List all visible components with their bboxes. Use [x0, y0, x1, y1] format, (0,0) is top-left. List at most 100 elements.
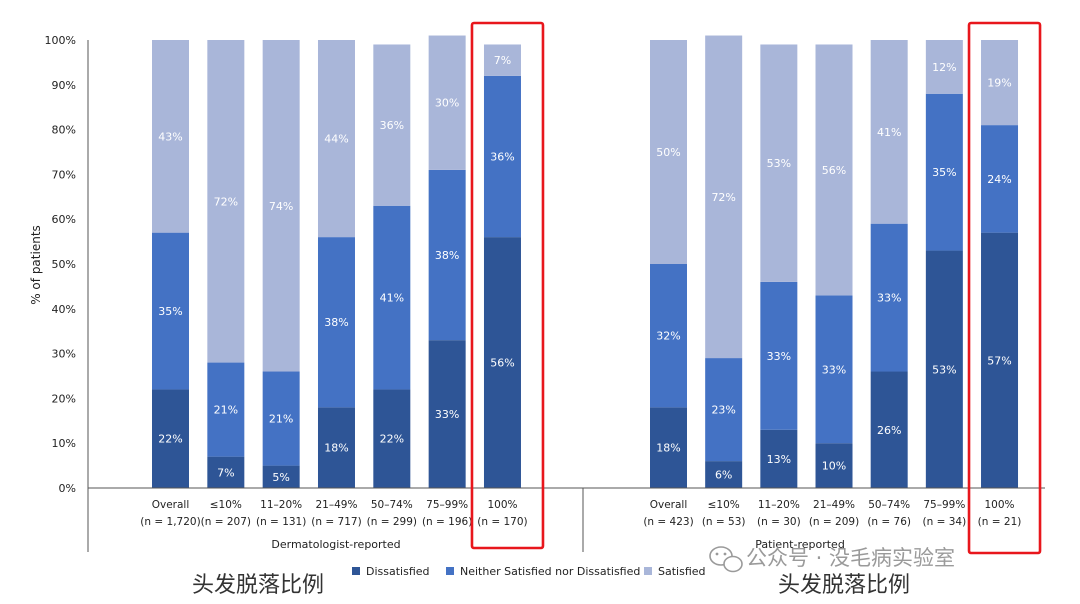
bar-data-labels: 22% 35% 43% 7% 21% 72% 5% 21% 74% 18% 38% 44% 22% 41%…	[158, 54, 1011, 484]
x-tick-label: 75–99%	[426, 499, 468, 511]
y-axis-label: % of patients	[29, 225, 43, 305]
legend-label-neither: Neither Satisfied nor Dissatisfied	[460, 565, 640, 578]
y-tick-label: 70%	[52, 168, 76, 181]
bar-segment	[705, 358, 743, 462]
x-tick-sublabel: (n = 196)	[422, 516, 472, 528]
x-tick-label: 11–20%	[758, 499, 800, 511]
bar-segment	[981, 232, 1019, 488]
x-tick-label: Overall	[152, 499, 190, 511]
x-tick-label: 75–99%	[923, 499, 965, 511]
bar-segment	[152, 389, 189, 488]
bar-data-label: 72%	[711, 191, 735, 204]
y-tick-label: 50%	[52, 258, 76, 271]
bar-data-label: 41%	[380, 292, 404, 305]
bar-data-label: 53%	[767, 157, 791, 170]
y-tick-label: 10%	[52, 437, 76, 450]
bar-data-label: 33%	[435, 408, 459, 421]
bar-data-label: 53%	[932, 363, 956, 376]
bar-data-label: 35%	[158, 305, 182, 318]
bar-segment	[925, 40, 963, 94]
bar-data-label: 18%	[324, 442, 348, 455]
y-axis: 0% 10% 20% 30% 40% 50% 60% 70% 80% 90% 100%	[45, 34, 76, 495]
bar-segment	[483, 237, 521, 488]
bar-segment	[650, 264, 687, 408]
bar-data-label: 33%	[822, 363, 846, 376]
bar-data-label: 36%	[490, 150, 514, 163]
bar-data-label: 38%	[435, 249, 459, 262]
bar-data-label: 57%	[987, 354, 1011, 367]
y-tick-label: 20%	[52, 392, 76, 405]
highlight-box	[470, 21, 545, 550]
bar-segment	[650, 40, 687, 264]
bar-data-label: 5%	[272, 471, 289, 484]
bar-data-label: 24%	[987, 173, 1011, 186]
x-tick-label: 50–74%	[371, 499, 413, 511]
bar-segment	[207, 362, 245, 457]
bar-data-label: 35%	[932, 166, 956, 179]
legend-label-satisfied: Satisfied	[658, 565, 706, 578]
bar-segment	[428, 35, 466, 170]
bar-segment	[207, 456, 245, 488]
bar-segment	[373, 205, 411, 390]
x-axis: Overall (n = 1,720) ≤10% (n = 207) 11–20% (n …	[87, 40, 1045, 552]
x-tick-sublabel: (n = 34)	[923, 516, 967, 528]
bar-data-label: 7%	[217, 466, 234, 479]
bar-segment	[483, 44, 521, 76]
bar-data-label: 18%	[656, 442, 680, 455]
bar-segment	[815, 443, 853, 488]
highlight-box	[967, 21, 1042, 555]
bar-data-label: 50%	[656, 146, 680, 159]
legend-swatch-neither	[446, 567, 454, 575]
bar-segment	[262, 40, 300, 372]
bar-data-label: 12%	[932, 61, 956, 74]
bar-segment	[760, 44, 798, 282]
bar-segment	[207, 40, 245, 363]
bar-data-label: 56%	[822, 164, 846, 177]
bar-segment	[815, 295, 853, 444]
bar-data-label: 32%	[656, 330, 680, 343]
x-tick-sublabel: (n = 207)	[201, 516, 251, 528]
bar-data-label: 22%	[380, 433, 404, 446]
bar-segment	[981, 40, 1019, 126]
bar-segment	[760, 281, 798, 430]
bar-data-label: 22%	[158, 433, 182, 446]
bar-data-label: 6%	[715, 469, 732, 482]
bar-segment	[760, 429, 798, 488]
x-tick-label: 100%	[487, 499, 517, 511]
y-tick-label: 60%	[52, 213, 76, 226]
y-tick-label: 30%	[52, 348, 76, 361]
bar-segment	[317, 237, 355, 408]
y-tick-label: 0%	[59, 482, 76, 495]
bar-segment	[925, 250, 963, 488]
x-tick-sublabel: (n = 1,720)	[140, 516, 200, 528]
bar-data-label: 10%	[822, 460, 846, 473]
x-tick-label: 21–49%	[316, 499, 358, 511]
watermark-text: 公众号 · 没毛病实验室	[746, 546, 955, 570]
bar-data-label: 30%	[435, 97, 459, 110]
right-caption: 头发脱落比例	[778, 573, 910, 598]
bar-segment	[870, 40, 908, 224]
x-tick-sublabel: (n = 76)	[867, 516, 911, 528]
bar-segment	[705, 35, 743, 359]
x-tick-label: 50–74%	[868, 499, 910, 511]
x-tick-sublabel: (n = 21)	[978, 516, 1022, 528]
x-tick-label: 21–49%	[813, 499, 855, 511]
bar-segment	[815, 44, 853, 296]
bar-data-label: 36%	[380, 119, 404, 132]
bar-data-label: 33%	[877, 292, 901, 305]
bar-data-label: 23%	[711, 404, 735, 417]
bar-segment	[650, 407, 687, 488]
watermark: 公众号 · 没毛病实验室	[709, 546, 955, 573]
bar-segment	[152, 40, 189, 233]
bars	[152, 35, 1019, 488]
x-tick-label: ≤10%	[708, 499, 740, 511]
legend-label-dissatisfied: Dissatisfied	[366, 565, 430, 578]
bar-data-label: 72%	[214, 195, 238, 208]
bar-segment	[262, 465, 300, 488]
bar-segment	[373, 389, 411, 488]
group-label-patient: Patient-reported	[755, 538, 845, 551]
legend-swatch-satisfied	[644, 567, 652, 575]
bar-data-label: 44%	[324, 133, 348, 146]
y-tick-label: 90%	[52, 79, 76, 92]
